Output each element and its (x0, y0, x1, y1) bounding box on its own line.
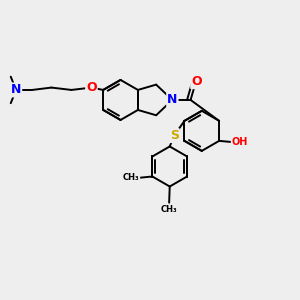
Text: S: S (169, 129, 178, 142)
Text: OH: OH (232, 137, 248, 147)
Text: CH₃: CH₃ (123, 173, 140, 182)
Text: N: N (167, 93, 178, 106)
Text: N: N (11, 83, 21, 96)
Text: O: O (86, 81, 97, 94)
Text: CH₃: CH₃ (161, 205, 178, 214)
Text: O: O (191, 75, 202, 88)
